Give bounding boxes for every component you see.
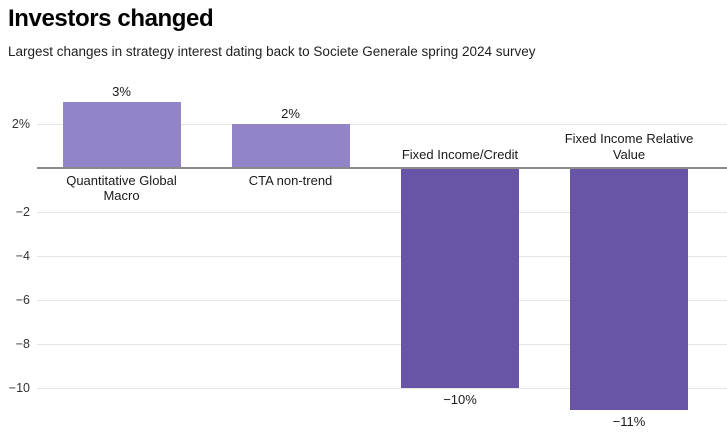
y-tick-label: −2 xyxy=(15,205,30,219)
gridline xyxy=(37,388,727,389)
bar xyxy=(231,124,350,167)
bar xyxy=(401,169,519,388)
gridline xyxy=(37,212,727,213)
bar xyxy=(62,102,181,167)
gridline xyxy=(37,300,727,301)
gridline xyxy=(37,124,727,125)
gridline xyxy=(37,344,727,345)
y-tick-label: −10 xyxy=(8,381,30,395)
bar xyxy=(570,169,688,410)
chart-subtitle: Largest changes in strategy interest dat… xyxy=(8,44,536,59)
bar-value-label: −10% xyxy=(443,392,477,407)
bar-value-label: 3% xyxy=(112,84,131,99)
bar-category-label: Quantitative Global Macro xyxy=(66,173,177,204)
chart-title: Investors changed xyxy=(8,5,214,32)
zero-axis-line xyxy=(37,167,727,169)
y-tick-label: −4 xyxy=(15,249,30,263)
bar-value-label: −11% xyxy=(612,414,646,429)
y-tick-label: 2% xyxy=(11,117,30,131)
gridline xyxy=(37,256,727,257)
bar-category-label: Fixed Income/Credit xyxy=(401,146,519,162)
bar-category-label: Fixed Income Relative Value xyxy=(564,131,694,162)
bar-value-label: 2% xyxy=(281,106,300,121)
y-tick-label: −6 xyxy=(15,293,30,307)
y-tick-label: −8 xyxy=(15,337,30,351)
bar-category-label: CTA non-trend xyxy=(248,173,333,188)
